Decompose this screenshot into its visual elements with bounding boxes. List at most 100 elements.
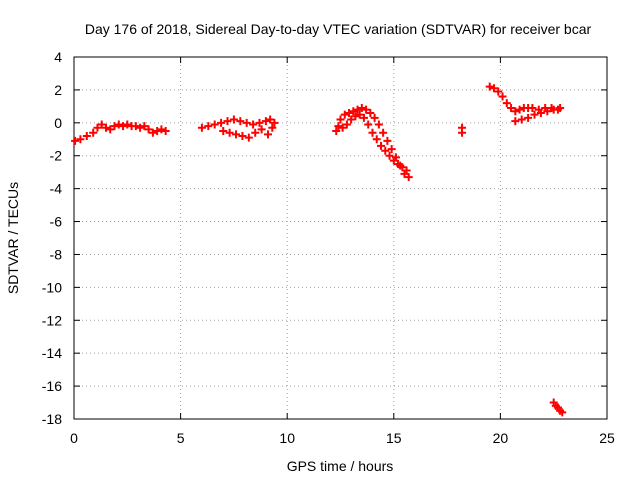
- y-axis-label: SDTVAR / TECUs: [5, 182, 21, 294]
- x-tick-label: 15: [386, 430, 402, 446]
- x-tick-label: 10: [279, 430, 295, 446]
- data-point: [342, 120, 351, 129]
- data-point: [161, 127, 170, 136]
- chart-title: Day 176 of 2018, Sidereal Day-to-day VTE…: [85, 21, 592, 37]
- data-point: [549, 105, 558, 114]
- data-point: [528, 104, 537, 113]
- y-tick-labels: -18 -16 -14 -12 -10 -8 -6 -4 -2 0 2 4: [42, 49, 62, 427]
- data-point: [110, 122, 119, 131]
- data-point: [261, 117, 270, 126]
- data-point: [131, 122, 140, 131]
- data-point: [336, 115, 345, 124]
- data-point: [264, 130, 273, 139]
- data-point: [556, 104, 565, 113]
- data-point: [494, 87, 503, 96]
- data-point: [334, 122, 343, 131]
- data-point: [372, 135, 381, 144]
- data-point: [123, 120, 132, 129]
- data-point: [498, 92, 507, 101]
- y-tick-label: -16: [42, 378, 62, 394]
- x-tick-label: 20: [493, 430, 509, 446]
- data-point: [385, 151, 394, 160]
- data-point: [515, 105, 524, 114]
- data-point: [502, 99, 511, 108]
- y-tick-label: 4: [54, 49, 62, 65]
- data-point: [232, 130, 241, 139]
- data-point: [517, 115, 526, 124]
- data-point: [223, 117, 232, 126]
- data-point: [458, 128, 467, 137]
- data-point: [383, 136, 392, 145]
- data-point: [266, 115, 275, 124]
- data-point: [374, 120, 383, 129]
- data-point: [140, 122, 149, 131]
- axes: [73, 56, 608, 420]
- x-tick-label: 5: [177, 430, 185, 446]
- y-tick-label: -12: [42, 312, 62, 328]
- data-point: [270, 118, 279, 127]
- y-tick-label: -10: [42, 279, 62, 295]
- y-tick-label: -4: [50, 181, 63, 197]
- data-point: [89, 128, 98, 137]
- data-point: [97, 120, 106, 129]
- data-point: [359, 113, 368, 122]
- data-point: [349, 107, 358, 116]
- data-point: [368, 128, 377, 137]
- data-point: [144, 125, 153, 134]
- data-point: [377, 141, 386, 150]
- data-point: [402, 166, 411, 175]
- data-point: [543, 107, 552, 116]
- data-point: [119, 122, 128, 131]
- data-point: [379, 128, 388, 137]
- data-point: [210, 120, 219, 129]
- data-point: [251, 128, 260, 137]
- data-point: [387, 145, 396, 154]
- data-point: [101, 123, 110, 132]
- y-tick-label: -6: [50, 214, 63, 230]
- data-point: [490, 84, 499, 93]
- data-point: [381, 146, 390, 155]
- data-point: [197, 123, 206, 132]
- data-point: [217, 118, 226, 127]
- data-point: [268, 123, 277, 132]
- x-tick-labels: 0 5 10 15 20 25: [70, 430, 615, 446]
- data-point: [340, 110, 349, 119]
- data-points: [71, 82, 567, 417]
- data-point: [507, 104, 516, 113]
- y-tick-label: -8: [50, 246, 63, 262]
- data-point: [558, 408, 567, 417]
- data-point: [204, 122, 213, 131]
- data-point: [366, 108, 375, 117]
- data-point: [398, 163, 407, 172]
- data-point: [219, 127, 228, 136]
- data-point: [71, 136, 80, 145]
- data-point: [530, 110, 539, 119]
- data-point: [511, 117, 520, 126]
- data-point: [255, 118, 264, 127]
- y-tick-label: -18: [42, 411, 62, 427]
- data-point: [236, 117, 245, 126]
- data-point: [244, 133, 253, 142]
- data-point: [353, 105, 362, 114]
- gridlines: [74, 57, 607, 419]
- y-tick-label: 2: [54, 82, 62, 98]
- data-point: [362, 105, 371, 114]
- x-tick-label: 0: [70, 430, 78, 446]
- data-point: [364, 120, 373, 129]
- data-point: [153, 127, 162, 136]
- data-point: [355, 110, 364, 119]
- data-point: [106, 125, 115, 134]
- data-point: [357, 104, 366, 113]
- data-point: [351, 112, 360, 121]
- data-point: [338, 123, 347, 132]
- data-point: [524, 113, 533, 122]
- data-point: [82, 131, 91, 140]
- data-point: [485, 82, 494, 91]
- x-tick-label: 25: [599, 430, 615, 446]
- data-point: [345, 108, 354, 117]
- data-point: [238, 131, 247, 140]
- data-point: [511, 107, 520, 116]
- data-point: [136, 123, 145, 132]
- x-axis-label: GPS time / hours: [287, 458, 394, 474]
- data-point: [242, 118, 251, 127]
